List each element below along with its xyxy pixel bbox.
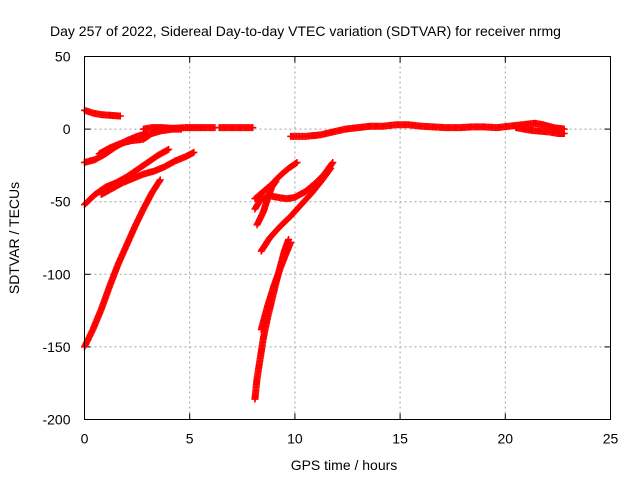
x-tick-label: 0	[81, 431, 89, 447]
chart-title: Day 257 of 2022, Sidereal Day-to-day VTE…	[50, 23, 561, 39]
plot-frame	[84, 56, 611, 420]
data-point	[287, 238, 295, 246]
x-tick-label: 10	[287, 431, 303, 447]
data-point	[329, 158, 337, 166]
data-point	[292, 159, 300, 167]
data-point	[155, 177, 163, 185]
data-point	[560, 129, 568, 137]
y-tick-label: -100	[42, 266, 70, 282]
series-track-12	[257, 164, 335, 255]
data-point	[327, 164, 335, 172]
series-track-16	[512, 124, 568, 137]
grid-lines	[84, 56, 611, 420]
x-tick-labels: 0 5 10 15 20 25	[81, 431, 619, 447]
x-tick-label: 5	[186, 431, 194, 447]
x-tick-label: 15	[392, 431, 408, 447]
series-track-4	[139, 124, 219, 133]
y-axis-label: SDTVAR / TECUs	[6, 182, 22, 294]
series-track-5	[215, 124, 257, 132]
x-tick-label: 25	[603, 431, 619, 447]
data-point	[326, 165, 334, 173]
data-point	[156, 176, 164, 184]
series-track-7	[97, 148, 198, 198]
x-axis-label: GPS time / hours	[291, 457, 398, 473]
data-point	[272, 177, 280, 185]
series-track-8	[81, 176, 164, 351]
y-tick-label: 50	[55, 49, 71, 65]
data-marks	[81, 106, 568, 403]
data-point	[165, 145, 173, 153]
data-point	[293, 158, 301, 166]
series-track-14	[257, 238, 295, 333]
data-point	[116, 112, 124, 120]
data-point	[328, 160, 336, 168]
y-tick-label: 0	[63, 121, 71, 137]
series-track-15	[287, 119, 568, 140]
data-point	[190, 148, 198, 156]
series-track-11	[253, 177, 280, 229]
series-track-3	[95, 125, 185, 158]
y-tick-label: -50	[50, 194, 70, 210]
y-tick-label: -150	[42, 339, 70, 355]
x-tick-label: 20	[498, 431, 514, 447]
data-point	[271, 179, 279, 187]
y-tick-labels: -200 -150 -100 -50 0 50	[42, 49, 70, 428]
y-tick-label: -200	[42, 412, 70, 428]
data-point	[249, 124, 257, 132]
